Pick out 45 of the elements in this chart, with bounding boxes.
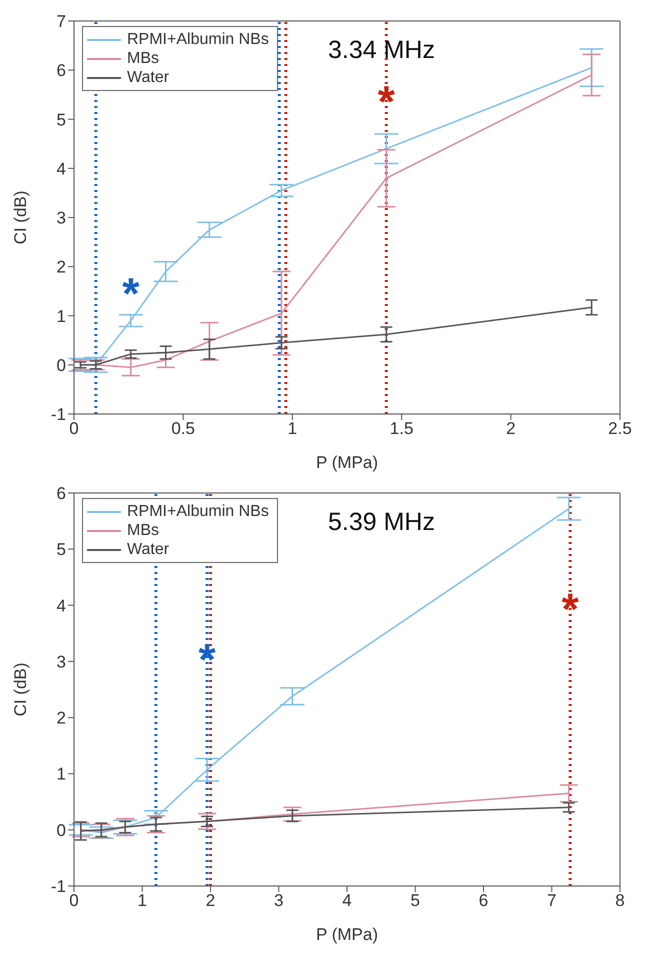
x-tick-label: 0: [69, 419, 79, 438]
x-tick-label: 2.5: [608, 419, 632, 438]
x-tick-label: 1.5: [390, 419, 414, 438]
y-tick-label: 6: [56, 61, 66, 80]
y-tick-label: 4: [56, 159, 66, 178]
x-tick-label: 0.5: [171, 419, 196, 438]
y-tick-label: 5: [56, 540, 66, 560]
y-tick-label: 7: [56, 12, 66, 32]
y-tick-label: 3: [56, 652, 66, 672]
legend-label: RPMI+Albumin NBs: [127, 502, 269, 521]
x-tick-label: 1: [138, 891, 147, 910]
x-tick-label: 0: [69, 891, 79, 910]
y-tick-label: 4: [56, 596, 66, 616]
y-tick-label: 1: [56, 764, 66, 784]
x-tick-label: 2: [506, 419, 516, 438]
y-tick-label: 6: [56, 484, 66, 504]
annotation: *: [122, 269, 140, 318]
y-tick-label: 2: [56, 708, 66, 728]
legend-label: MBs: [127, 521, 159, 540]
x-tick-label: 3: [274, 891, 284, 910]
x-tick-label: 6: [478, 891, 488, 910]
x-tick-label: 2: [206, 891, 216, 910]
x-tick-label: 5: [410, 891, 420, 910]
x-axis-title: P (MPa): [316, 453, 378, 472]
x-tick-label: 8: [615, 891, 625, 910]
x-tick-label: 7: [547, 891, 556, 910]
y-tick-label: -1: [50, 877, 66, 896]
legend-label: MBs: [127, 49, 159, 68]
text: 3.34 MHz: [328, 36, 435, 65]
y-tick-label: 3: [56, 208, 66, 228]
legend-label: RPMI+Albumin NBs: [127, 30, 269, 49]
y-axis-title: CI (dB): [11, 190, 30, 244]
y-tick-label: 0: [56, 820, 66, 840]
y-axis-title: CI (dB): [11, 662, 30, 716]
text: 5.39 MHz: [328, 508, 435, 537]
y-tick-label: 1: [56, 306, 66, 326]
x-axis-title: P (MPa): [316, 925, 378, 944]
x-tick-label: 1: [288, 419, 298, 438]
x-tick-label: 4: [342, 891, 352, 910]
y-tick-label: 0: [56, 356, 66, 375]
y-tick-label: 2: [56, 258, 66, 277]
y-tick-label: 5: [56, 110, 66, 130]
legend-label: Water: [127, 540, 170, 559]
y-tick-label: -1: [50, 405, 66, 424]
legend-label: Water: [127, 68, 170, 87]
